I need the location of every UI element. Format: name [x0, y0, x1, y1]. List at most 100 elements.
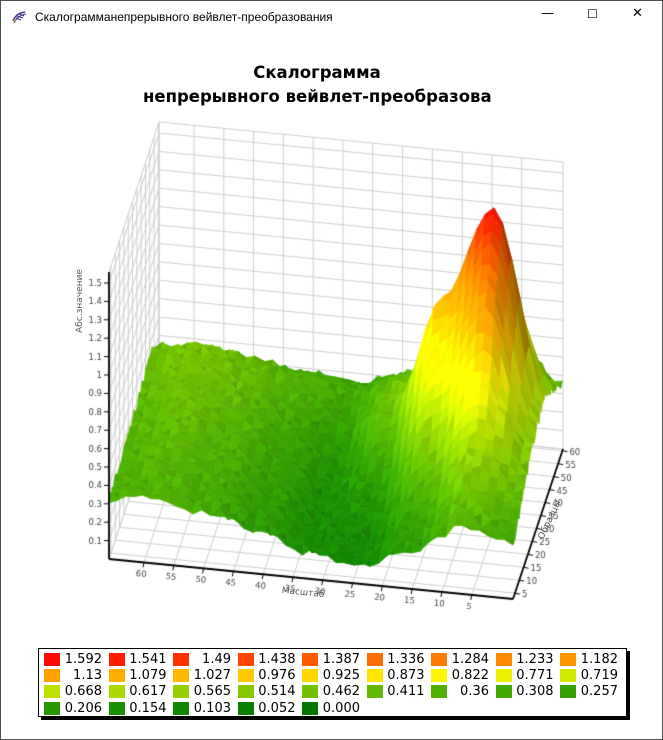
legend-item: 0.103 — [173, 700, 238, 716]
legend-color-swatch — [108, 652, 125, 666]
chart-title-line1: Скалограмма — [253, 63, 381, 82]
legend-item: 1.284 — [431, 651, 496, 667]
legend-value: 0.257 — [580, 684, 618, 700]
legend-item: 1.027 — [173, 667, 238, 683]
legend-item: 1.49 — [173, 651, 238, 667]
legend-item: 1.079 — [108, 667, 174, 684]
legend-value: 0.154 — [129, 700, 167, 716]
legend-color-swatch — [237, 701, 254, 715]
legend-color-swatch — [302, 669, 318, 683]
legend-item: 0.052 — [237, 700, 303, 716]
legend-value: 1.592 — [64, 651, 102, 667]
legend-item: 1.592 — [44, 651, 109, 667]
legend-color-swatch — [44, 685, 60, 699]
legend-value: 0.411 — [387, 684, 425, 700]
legend-color-swatch — [366, 652, 383, 666]
legend-color-swatch — [302, 701, 318, 715]
legend-value: 1.387 — [322, 651, 360, 667]
legend-value: 0.925 — [322, 668, 360, 684]
legend-color-swatch — [237, 652, 254, 666]
legend-value: 0.771 — [516, 668, 554, 684]
legend-item: 0.206 — [44, 700, 109, 716]
legend-item: 0.257 — [560, 684, 625, 700]
legend-color-swatch — [173, 652, 189, 666]
legend-value: 1.438 — [258, 651, 296, 667]
legend-color-swatch — [366, 669, 383, 683]
legend-color-swatch — [237, 685, 254, 699]
legend-item: 0.617 — [108, 684, 174, 700]
legend-color-swatch — [108, 685, 125, 699]
legend-item: 1.438 — [237, 651, 303, 667]
legend-value: 1.233 — [516, 651, 554, 667]
legend-item: 0.462 — [302, 684, 367, 700]
legend-color-swatch — [44, 652, 60, 666]
legend-value: 0.052 — [258, 700, 296, 716]
legend-color-swatch — [302, 652, 318, 666]
legend-item: 0.719 — [560, 667, 625, 683]
legend-color-swatch — [431, 685, 447, 699]
legend-value: 1.13 — [73, 668, 102, 684]
legend-color-swatch — [495, 652, 512, 666]
legend-color-swatch — [302, 685, 318, 699]
legend-color-swatch — [44, 701, 60, 715]
legend-color-swatch — [366, 685, 383, 699]
legend-color-swatch — [44, 669, 60, 683]
legend-color-swatch — [495, 669, 512, 683]
legend-color-swatch — [173, 701, 189, 715]
legend-value: 0.36 — [460, 684, 489, 700]
legend-color-swatch — [108, 669, 125, 683]
legend-value: 1.541 — [129, 651, 167, 667]
legend-color-swatch — [237, 669, 254, 683]
legend-value: 0.719 — [580, 668, 618, 684]
legend-value: 0.000 — [322, 700, 360, 716]
legend-color-swatch — [560, 685, 576, 699]
legend-item: 0.925 — [302, 667, 367, 683]
legend-item: 1.13 — [44, 667, 109, 683]
legend-value: 1.182 — [580, 651, 618, 667]
legend-value: 0.617 — [129, 684, 167, 700]
legend-color-swatch — [108, 701, 125, 715]
legend-value: 1.49 — [202, 651, 231, 667]
legend-value: 1.336 — [387, 651, 425, 667]
legend-color-swatch — [431, 652, 447, 666]
legend-value: 0.514 — [258, 684, 296, 700]
legend-color-swatch — [431, 669, 447, 683]
legend-value: 0.822 — [451, 668, 489, 684]
legend-item: 0.668 — [44, 684, 109, 700]
legend-value: 0.308 — [516, 684, 554, 700]
legend-item: 1.541 — [108, 651, 174, 667]
legend-item: 0.565 — [173, 684, 238, 700]
height-axis-label: Абс.значение — [75, 269, 85, 333]
legend-item: 0.771 — [495, 667, 561, 684]
legend-item: 0.976 — [237, 667, 303, 684]
legend-value: 1.079 — [129, 668, 167, 684]
legend-value: 0.668 — [64, 684, 102, 700]
legend-value: 1.284 — [451, 651, 489, 667]
legend-color-swatch — [560, 669, 576, 683]
chart-title-line2: непрерывного вейвлет-преобразования — [143, 87, 491, 106]
palette-legend: 1.592 1.541 1.49 1.438 1.387 1.336 1.284 1.233 1… — [38, 648, 627, 717]
legend-color-swatch — [173, 685, 189, 699]
legend-value: 0.873 — [387, 668, 425, 684]
legend-item: 0.000 — [302, 700, 367, 716]
legend-item: 0.514 — [237, 684, 303, 700]
legend-item: 1.387 — [302, 651, 367, 667]
legend-item: 0.308 — [495, 684, 561, 700]
legend-value: 0.565 — [193, 684, 231, 700]
legend-item: 1.336 — [366, 651, 432, 667]
legend-color-swatch — [173, 669, 189, 683]
legend-value: 1.027 — [193, 668, 231, 684]
legend-item: 1.182 — [560, 651, 625, 667]
chart-title: Скалограмма непрерывного вейвлет-преобра… — [143, 61, 491, 113]
legend-item: 1.233 — [495, 651, 561, 667]
legend-value: 0.462 — [322, 684, 360, 700]
legend-value: 0.103 — [193, 700, 231, 716]
legend-item: 0.36 — [431, 684, 496, 700]
legend-item: 0.411 — [366, 684, 432, 700]
legend-value: 0.976 — [258, 668, 296, 684]
legend-value: 0.206 — [64, 700, 102, 716]
legend-color-swatch — [560, 652, 576, 666]
legend-color-swatch — [495, 685, 512, 699]
